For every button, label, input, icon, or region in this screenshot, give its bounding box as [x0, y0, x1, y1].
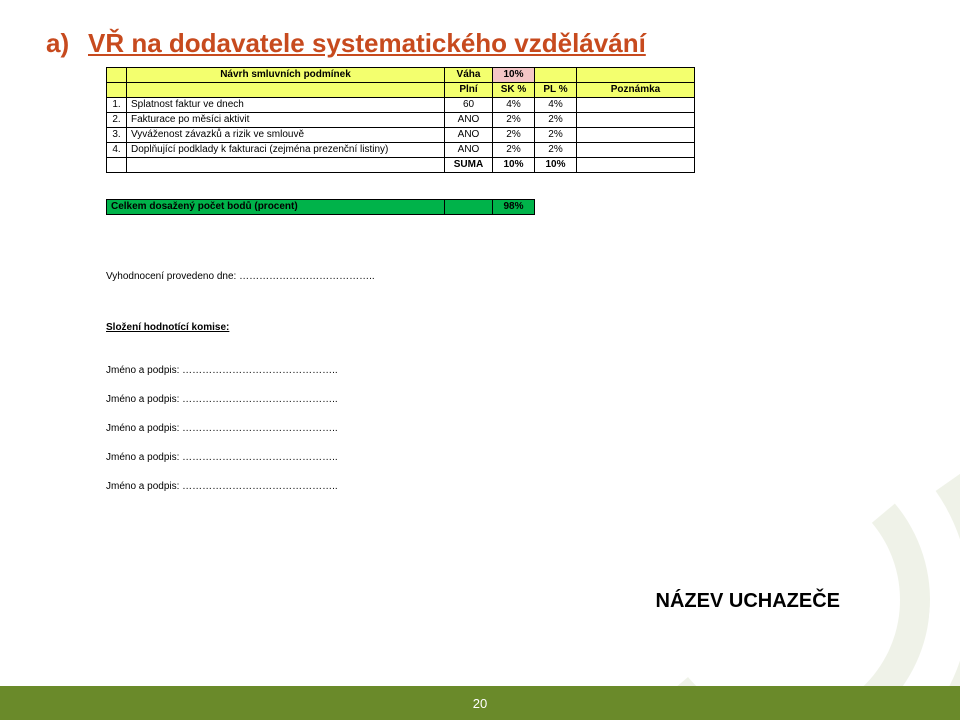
table-row: 3. Vyváženost závazků a rizik ve smlouvě…	[107, 128, 695, 143]
table-row: 2. Fakturace po měsíci aktivit ANO 2% 2%	[107, 113, 695, 128]
suma-label: SUMA	[445, 158, 493, 173]
signature-line: Jméno a podpis: ………………………………………..	[106, 481, 920, 492]
header-plni: Plní	[445, 83, 493, 98]
header-navrh: Návrh smluvních podmínek	[127, 68, 445, 83]
signature-line: Jméno a podpis: ………………………………………..	[106, 394, 920, 405]
table-sum-row: SUMA 10% 10%	[107, 158, 695, 173]
signature-line: Jméno a podpis: ………………………………………..	[106, 365, 920, 376]
header-pozn: Poznámka	[577, 83, 695, 98]
footer-bar: 20	[0, 686, 960, 720]
title-text: VŘ na dodavatele systematického vzdělává…	[88, 28, 646, 58]
header-vaha-label: Váha	[445, 68, 493, 83]
conditions-table: Návrh smluvních podmínek Váha 10% Plní S…	[106, 67, 695, 173]
table-row: 1. Splatnost faktur ve dnech 60 4% 4%	[107, 98, 695, 113]
summary-label: Celkem dosažený počet bodů (procent)	[107, 200, 445, 215]
title-enumeration: a)	[46, 28, 88, 59]
header-vaha-value: 10%	[493, 68, 535, 83]
committee-heading: Složení hodnotící komise:	[106, 322, 920, 333]
table-header-row-1: Návrh smluvních podmínek Váha 10%	[107, 68, 695, 83]
header-pl: PL %	[535, 83, 577, 98]
header-sk: SK %	[493, 83, 535, 98]
table-header-row-2: Plní SK % PL % Poznámka	[107, 83, 695, 98]
applicant-name-placeholder: NÁZEV UCHAZEČE	[656, 590, 840, 613]
summary-table: Celkem dosažený počet bodů (procent) 98%	[106, 199, 535, 215]
signature-line: Jméno a podpis: ………………………………………..	[106, 452, 920, 463]
summary-value: 98%	[493, 200, 535, 215]
page-title: a)VŘ na dodavatele systematického vzdělá…	[46, 28, 920, 59]
page-content: a)VŘ na dodavatele systematického vzdělá…	[0, 0, 960, 492]
footer-page-number: 20	[473, 696, 487, 711]
table-row: 4. Doplňující podklady k fakturaci (zejm…	[107, 143, 695, 158]
signature-line: Jméno a podpis: ………………………………………..	[106, 423, 920, 434]
evaluation-date-line: Vyhodnocení provedeno dne: ……………………………………	[106, 271, 920, 282]
